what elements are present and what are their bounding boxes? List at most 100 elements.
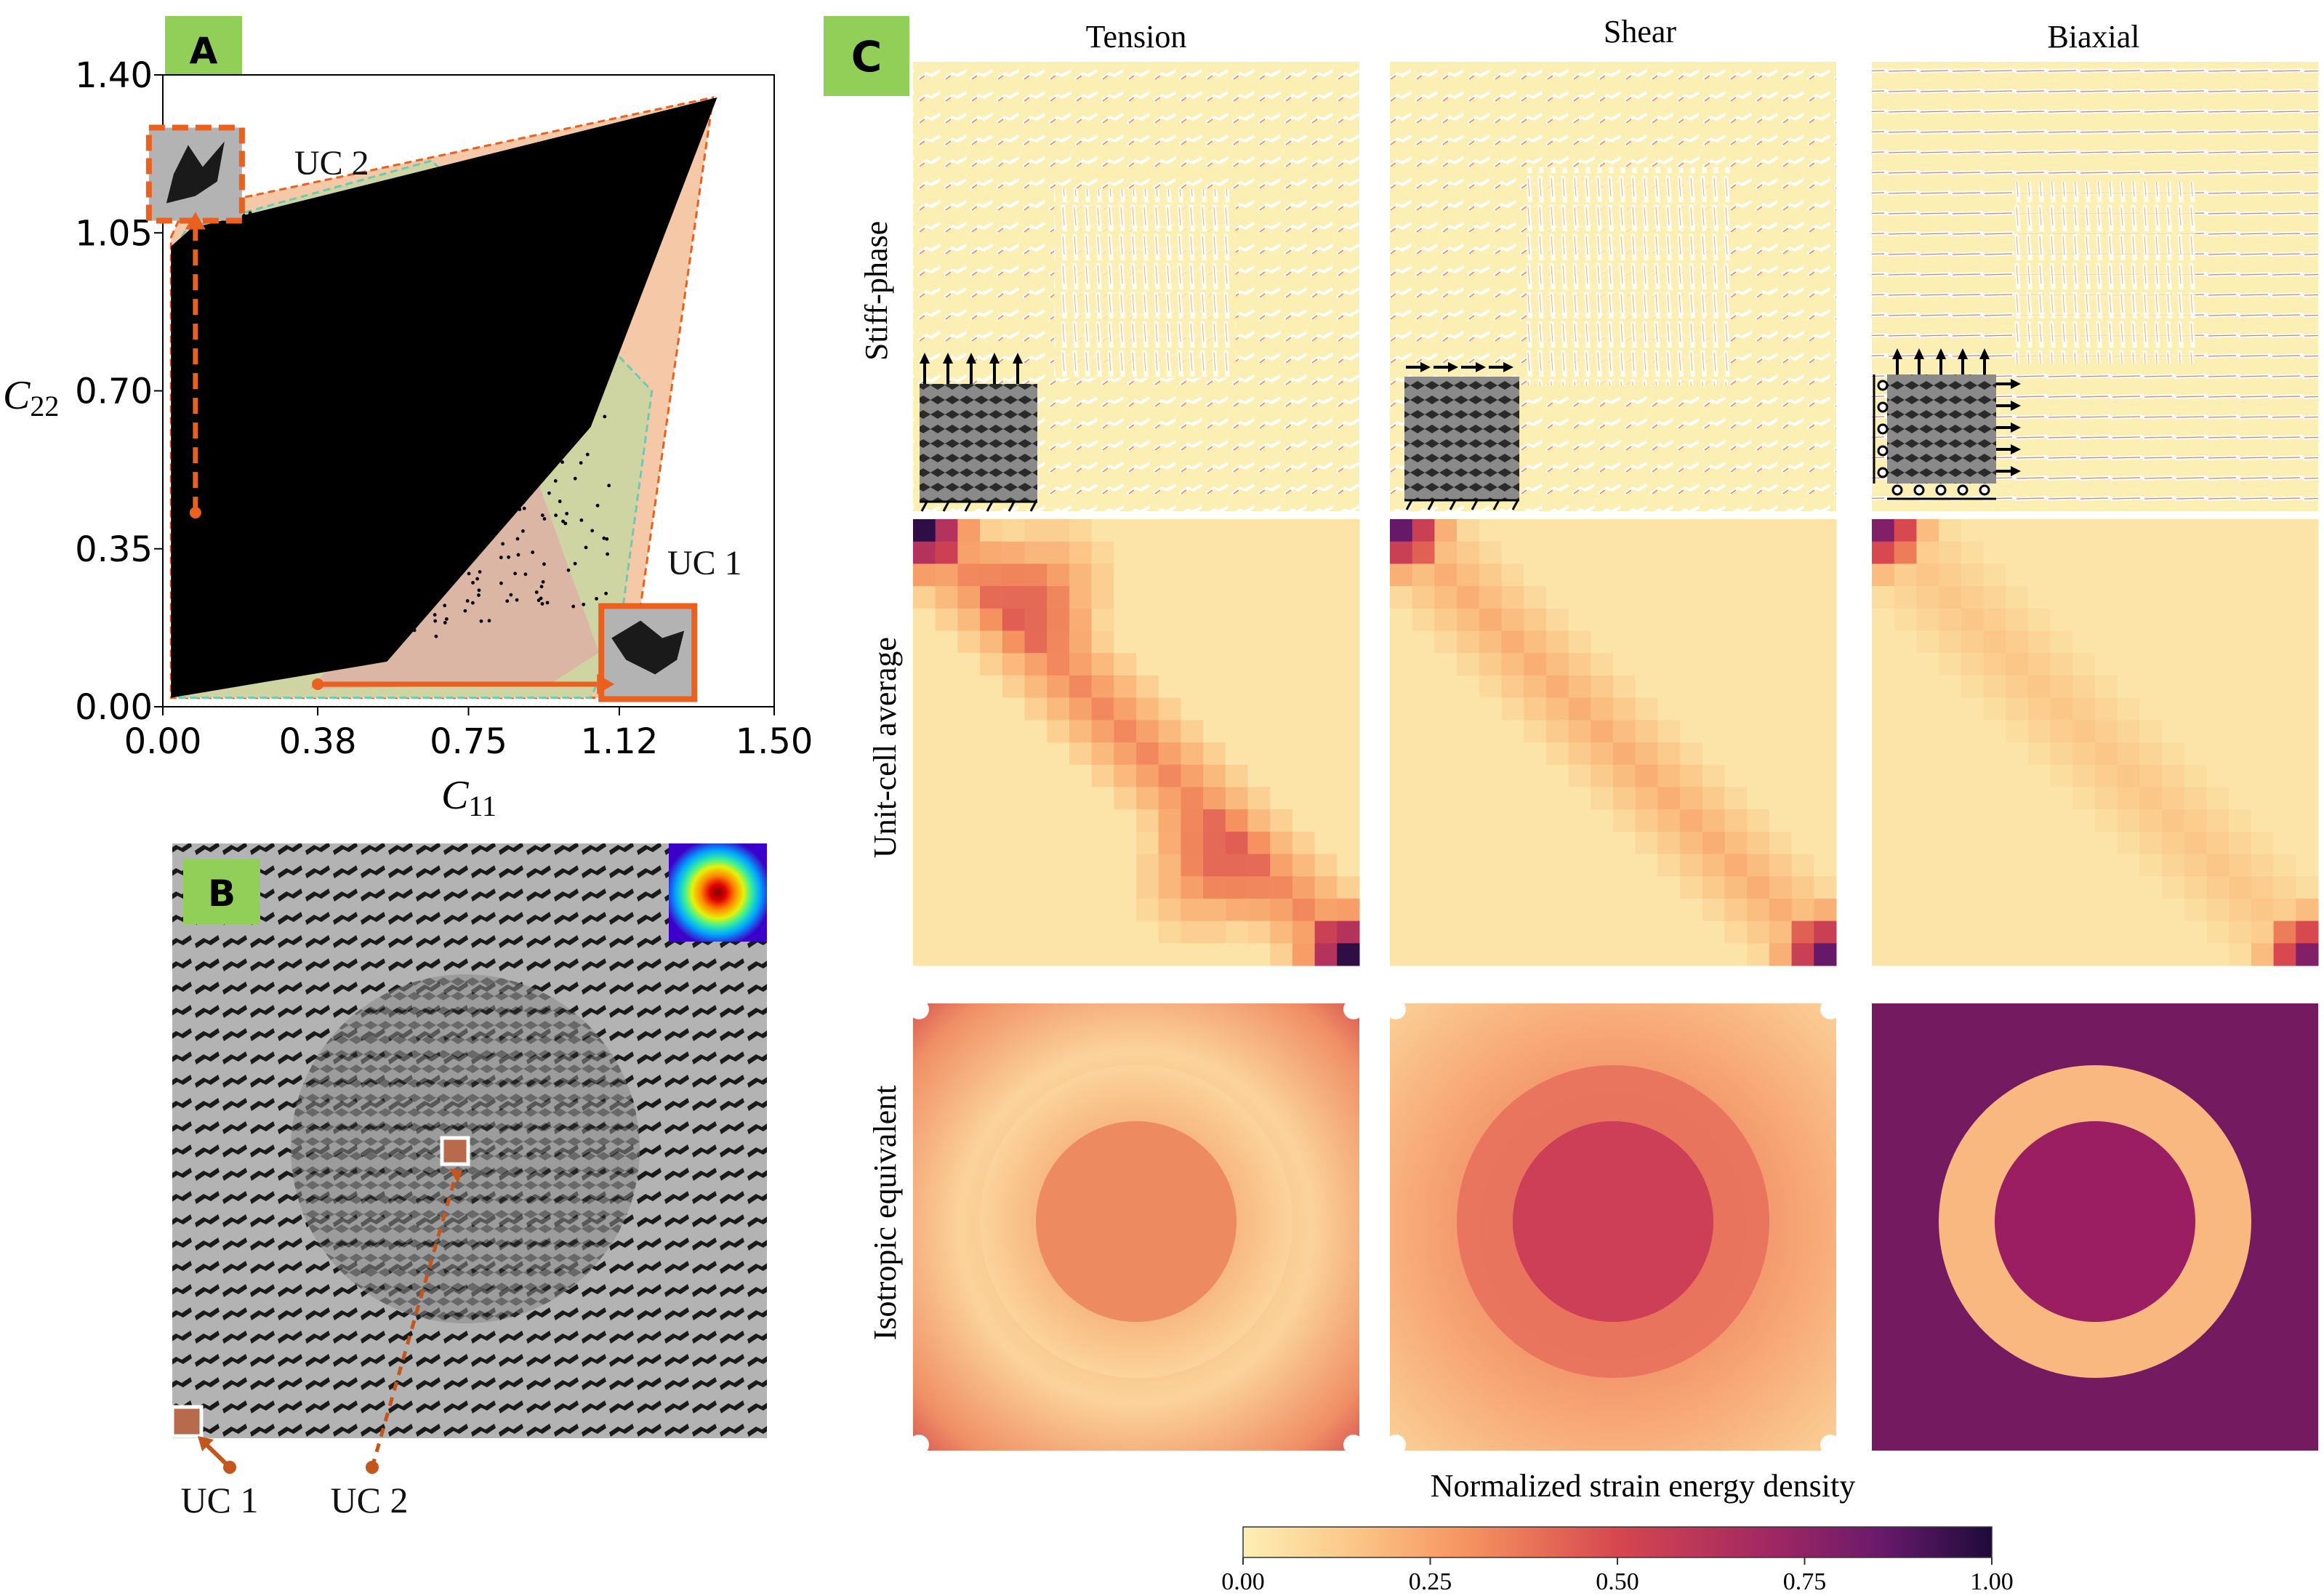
scatter-point bbox=[204, 658, 209, 662]
heatmap-cell bbox=[2206, 675, 2229, 699]
heatmap-cell bbox=[2139, 653, 2163, 676]
x-tick-label: 0.75 bbox=[430, 721, 507, 762]
uc1-inset-shape bbox=[611, 620, 685, 675]
heatmap-cell bbox=[2162, 809, 2185, 833]
heatmap-cell bbox=[1724, 921, 1748, 944]
heatmap-cell bbox=[1412, 854, 1435, 877]
scatter-point bbox=[575, 253, 579, 257]
heatmap-cell bbox=[2162, 675, 2185, 699]
scatter-point bbox=[217, 585, 222, 589]
heatmap-cell bbox=[957, 787, 981, 810]
heatmap-cell bbox=[1524, 630, 1547, 654]
scatter-point bbox=[233, 484, 237, 489]
heatmap-cell bbox=[1314, 898, 1338, 922]
heatmap-cell bbox=[1983, 898, 2006, 922]
heatmap-cell bbox=[2027, 653, 2051, 676]
heatmap-cell bbox=[2251, 608, 2275, 631]
heatmap-cell bbox=[1916, 831, 1939, 854]
scatter-point bbox=[377, 384, 381, 388]
heatmap-cell bbox=[1270, 608, 1293, 631]
heatmap-cell bbox=[1158, 586, 1181, 609]
scatter-point bbox=[389, 300, 393, 305]
heatmap-cell bbox=[1412, 564, 1435, 587]
scatter-point bbox=[235, 380, 238, 384]
scatter-point bbox=[198, 644, 203, 649]
heatmap-cell bbox=[2095, 898, 2118, 922]
heatmap-cell bbox=[1747, 764, 1770, 787]
heatmap-cell bbox=[1702, 608, 1725, 631]
heatmap-cell bbox=[1747, 586, 1770, 609]
heatmap-cell bbox=[1724, 697, 1748, 721]
heatmap-cell bbox=[1270, 519, 1293, 542]
heatmap-cell bbox=[2162, 898, 2185, 922]
scatter-point bbox=[362, 409, 366, 414]
heatmap-cell bbox=[1024, 564, 1048, 587]
scatter-point bbox=[603, 414, 607, 419]
scatter-point bbox=[219, 667, 223, 671]
heatmap-cell bbox=[2006, 720, 2029, 743]
scatter-point bbox=[323, 431, 327, 436]
scatter-point bbox=[319, 233, 323, 237]
heatmap-cell bbox=[1939, 876, 1962, 899]
scatter-point bbox=[426, 498, 430, 502]
scatter-point bbox=[329, 512, 334, 516]
heatmap-cell bbox=[1791, 876, 1814, 899]
scatter-point bbox=[382, 462, 387, 466]
heatmap-cell bbox=[935, 519, 958, 542]
scatter-point bbox=[582, 602, 586, 606]
scatter-point bbox=[421, 526, 425, 530]
scatter-point bbox=[427, 456, 431, 460]
heatmap-cell bbox=[1591, 697, 1614, 721]
heatmap-cell bbox=[2072, 653, 2096, 676]
scatter-point bbox=[356, 421, 361, 425]
heatmap-cell bbox=[1769, 943, 1793, 966]
scatter-point bbox=[336, 390, 340, 395]
heatmap-cell bbox=[1457, 653, 1480, 676]
heatmap-cell bbox=[1337, 586, 1360, 609]
scatter-point bbox=[217, 540, 220, 545]
scatter-point bbox=[190, 584, 193, 588]
scatter-point bbox=[404, 561, 408, 566]
heatmap-cell bbox=[1091, 541, 1114, 564]
heatmap-cell bbox=[913, 586, 936, 609]
heatmap-cell bbox=[1814, 630, 1837, 654]
heatmap-cell bbox=[1613, 541, 1636, 564]
heatmap-cell bbox=[2095, 608, 2118, 631]
heatmap-cell bbox=[1961, 831, 1984, 854]
heatmap-cell bbox=[2273, 564, 2296, 587]
heatmap-cell bbox=[1390, 921, 1413, 944]
heatmap-cell bbox=[1635, 921, 1658, 944]
scatter-point bbox=[443, 603, 447, 608]
scatter-point bbox=[568, 356, 573, 360]
scatter-point bbox=[553, 410, 557, 414]
scatter-point bbox=[265, 412, 269, 417]
heatmap-cell bbox=[1091, 809, 1114, 833]
heatmap-cell bbox=[1203, 787, 1226, 810]
heatmap-cell bbox=[2072, 764, 2096, 787]
heatmap-cell bbox=[2229, 787, 2252, 810]
heatmap-cell bbox=[1501, 653, 1524, 676]
scatter-point bbox=[504, 320, 508, 324]
scatter-point bbox=[248, 362, 252, 366]
scatter-point bbox=[220, 558, 225, 563]
scatter-point bbox=[260, 220, 265, 225]
heatmap-cell bbox=[980, 854, 1003, 877]
heatmap-cell bbox=[1024, 586, 1048, 609]
heatmap-cell bbox=[1479, 809, 1502, 833]
heatmap-cell bbox=[1894, 564, 1917, 587]
scatter-point bbox=[201, 533, 205, 537]
scatter-point bbox=[209, 527, 213, 532]
x-axis-label: C11 bbox=[441, 773, 496, 822]
heatmap-cell bbox=[1337, 876, 1360, 899]
heatmap-cell bbox=[1091, 764, 1114, 787]
scatter-point bbox=[326, 395, 330, 399]
heatmap-cell bbox=[1872, 608, 1895, 631]
scatter-point bbox=[189, 685, 193, 689]
heatmap-cell bbox=[1680, 586, 1703, 609]
x-tick-label: 0.38 bbox=[279, 721, 357, 762]
scatter-point bbox=[190, 657, 195, 661]
scatter-point bbox=[325, 327, 329, 332]
heatmap-cell bbox=[1412, 876, 1435, 899]
heatmap-cell bbox=[1791, 608, 1814, 631]
heatmap-cell bbox=[1158, 898, 1181, 922]
